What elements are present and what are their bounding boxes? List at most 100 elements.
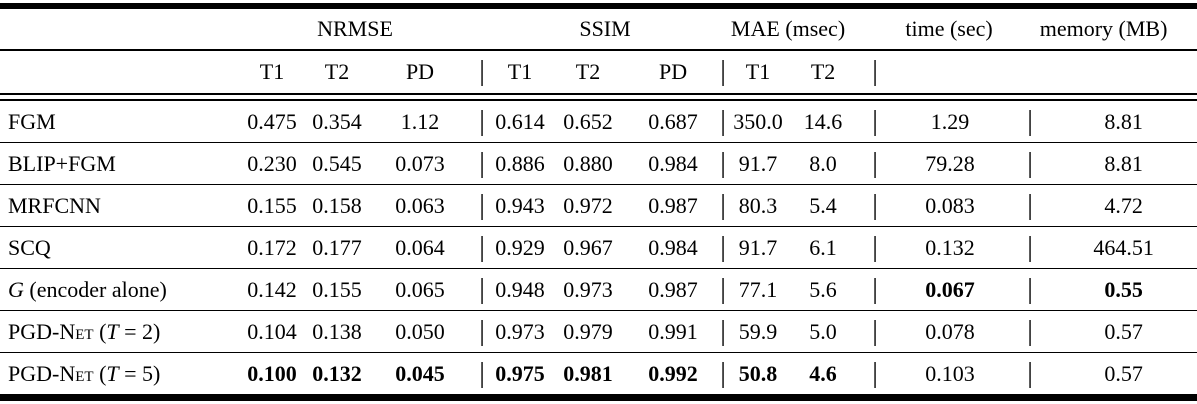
empty-cell	[1050, 50, 1197, 95]
row-label: PGD-Net (T = 2)	[0, 310, 240, 353]
row-label: G (encoder alone)	[0, 268, 240, 311]
column-separator: |	[1027, 357, 1033, 389]
table-cell-best: 0.132	[312, 360, 362, 386]
table-cell: 0.987	[630, 268, 717, 311]
table-cell: 0.354	[304, 100, 370, 143]
table-cell: 0.064	[370, 226, 470, 269]
column-separator: |	[716, 50, 731, 95]
table-cell: 91.7	[730, 142, 787, 185]
column-separator: |	[860, 50, 891, 95]
table-cell: 0.065	[370, 268, 470, 311]
table-cell-best: 0.045	[395, 360, 445, 386]
column-separator: |	[470, 184, 494, 227]
table-cell: 0.929	[494, 226, 546, 269]
double-rule-divider	[0, 94, 1197, 101]
table-cell: 59.9	[730, 310, 787, 353]
table-cell: 0.158	[304, 184, 370, 227]
table-cell: 0.57	[1050, 310, 1197, 353]
group-header-row: NRMSE SSIM MAE (msec) time (sec) memory …	[0, 6, 1197, 51]
table-cell: 8.0	[786, 142, 861, 185]
table-row-pgdnet-t5: PGD-Net (T = 5) 0.100 0.132 0.045 | 0.97…	[0, 353, 1197, 398]
table-cell: 0.155	[304, 268, 370, 311]
table-cell: 0.973	[546, 268, 630, 311]
column-separator: |	[716, 184, 731, 227]
row-label: SCQ	[0, 226, 240, 269]
double-rule-gap	[0, 94, 1197, 101]
column-separator: |	[1010, 100, 1051, 143]
table-cell: 0.984	[630, 226, 717, 269]
table-cell: 1.29	[890, 100, 1011, 143]
column-separator: |	[860, 268, 891, 311]
table-cell: 0.991	[630, 310, 717, 353]
spacer-cell	[470, 6, 494, 51]
col-header: T2	[304, 50, 370, 95]
column-separator: |	[1010, 268, 1051, 311]
table-cell: 0.132	[890, 226, 1011, 269]
row-label: FGM	[0, 100, 240, 143]
column-separator: |	[860, 100, 891, 143]
table-cell: 0.973	[494, 310, 546, 353]
row-label: MRFCNN	[0, 184, 240, 227]
table-cell: 0.987	[630, 184, 717, 227]
sub-header-row: T1 T2 PD | T1 T2 PD | T1 T2 |	[0, 50, 1197, 95]
table-cell: 0.104	[240, 310, 304, 353]
table-row-mrfcnn: MRFCNN 0.155 0.158 0.063 | 0.943 0.972 0…	[0, 184, 1197, 227]
table-cell: 350.0	[730, 100, 787, 143]
table-cell: 464.51	[1050, 226, 1197, 269]
col-header: PD	[370, 50, 470, 95]
table-cell: 0.967	[546, 226, 630, 269]
table-cell: 14.6	[786, 100, 861, 143]
table-cell: 6.1	[786, 226, 861, 269]
table-cell: 0.475	[240, 100, 304, 143]
table-row-encoder-alone: G (encoder alone) 0.142 0.155 0.065 | 0.…	[0, 268, 1197, 311]
col-header: T2	[786, 50, 861, 95]
table-cell-best: 4.6	[809, 360, 837, 386]
table-cell: 0.142	[240, 268, 304, 311]
table-cell: 0.943	[494, 184, 546, 227]
table-row-pgdnet-t2: PGD-Net (T = 2) 0.104 0.138 0.050 | 0.97…	[0, 310, 1197, 353]
table-cell: 79.28	[890, 142, 1011, 185]
row-label: BLIP+FGM	[0, 142, 240, 185]
table-cell: 0.138	[304, 310, 370, 353]
table-cell: 80.3	[730, 184, 787, 227]
table-cell: 0.984	[630, 142, 717, 185]
table-cell: 0.078	[890, 310, 1011, 353]
col-header: T1	[730, 50, 787, 95]
table-cell: 0.172	[240, 226, 304, 269]
table-cell: 4.72	[1050, 184, 1197, 227]
empty-cell	[890, 50, 1011, 95]
table-cell: 0.103	[925, 360, 975, 386]
column-separator: |	[470, 226, 494, 269]
column-separator: |	[872, 357, 878, 389]
row-label: PGD-Net (T = 5)	[8, 360, 161, 386]
column-separator: |	[860, 184, 891, 227]
table-cell-best: 0.55	[1050, 268, 1197, 311]
table-cell: 0.155	[240, 184, 304, 227]
table-cell: 0.545	[304, 142, 370, 185]
column-separator: |	[716, 226, 731, 269]
table-cell: 0.050	[370, 310, 470, 353]
column-separator: |	[479, 357, 485, 389]
col-header: T2	[546, 50, 630, 95]
table-cell: 0.614	[494, 100, 546, 143]
column-separator: |	[716, 268, 731, 311]
table-cell: 0.979	[546, 310, 630, 353]
table-cell-best: 0.981	[563, 360, 613, 386]
column-separator: |	[1010, 226, 1051, 269]
column-separator: |	[720, 357, 726, 389]
table-cell-best: 0.992	[648, 360, 698, 386]
table-row-fgm: FGM 0.475 0.354 1.12 | 0.614 0.652 0.687…	[0, 100, 1197, 143]
table-row-scq: SCQ 0.172 0.177 0.064 | 0.929 0.967 0.98…	[0, 226, 1197, 269]
column-separator: |	[860, 142, 891, 185]
empty-cell	[1010, 50, 1051, 95]
column-separator: |	[470, 50, 494, 95]
results-table: NRMSE SSIM MAE (msec) time (sec) memory …	[0, 3, 1197, 401]
table-cell-best: 50.8	[738, 360, 778, 386]
group-header-time: time (sec)	[860, 6, 1011, 51]
column-separator: |	[1010, 142, 1051, 185]
group-header-mae: MAE (msec)	[716, 6, 861, 51]
column-separator: |	[716, 310, 731, 353]
col-header: PD	[630, 50, 717, 95]
table-cell-best: 0.975	[495, 360, 545, 386]
column-separator: |	[716, 100, 731, 143]
